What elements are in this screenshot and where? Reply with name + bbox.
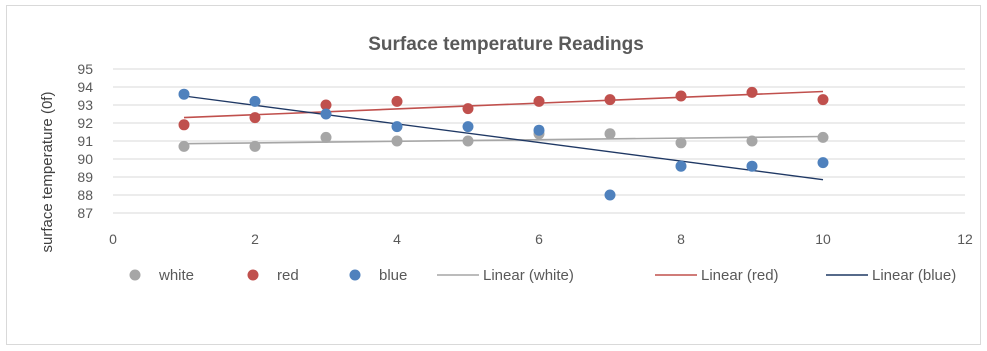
y-tick-label-91: 91 (77, 133, 93, 149)
x-tick-label-12: 12 (957, 231, 973, 247)
point-white-3 (321, 132, 332, 143)
point-blue-5 (463, 121, 474, 132)
y-tick-label-89: 89 (77, 169, 93, 185)
gridlines (113, 69, 965, 213)
legend-label-red: red (277, 267, 299, 284)
legend-marker-blue (350, 270, 361, 281)
point-white-5 (463, 136, 474, 147)
x-tick-label-10: 10 (815, 231, 831, 247)
point-red-9 (747, 87, 758, 98)
y-tick-label-90: 90 (77, 151, 93, 167)
y-tick-label-88: 88 (77, 187, 93, 203)
legend-label-blue: blue (379, 267, 407, 284)
legend-label-linear-blue: Linear (blue) (872, 267, 956, 284)
legend-marker-white (130, 270, 141, 281)
point-blue-8 (676, 161, 687, 172)
x-tick-label-8: 8 (677, 231, 685, 247)
legend-label-linear-red: Linear (red) (701, 267, 779, 284)
legend: white red blue Linear (white) Linear (red) Li… (130, 267, 957, 284)
point-blue-7 (605, 190, 616, 201)
point-white-4 (392, 136, 403, 147)
point-white-8 (676, 137, 687, 148)
x-tick-label-0: 0 (109, 231, 117, 247)
point-blue-3 (321, 109, 332, 120)
point-red-5 (463, 103, 474, 114)
point-blue-9 (747, 161, 758, 172)
point-white-1 (179, 141, 190, 152)
point-red-4 (392, 96, 403, 107)
point-blue-6 (534, 125, 545, 136)
point-red-1 (179, 119, 190, 130)
y-tick-label-95: 95 (77, 61, 93, 77)
x-tick-label-6: 6 (535, 231, 543, 247)
point-white-10 (818, 132, 829, 143)
legend-marker-red (248, 270, 259, 281)
point-red-10 (818, 94, 829, 105)
point-white-7 (605, 128, 616, 139)
point-red-2 (250, 112, 261, 123)
legend-label-white: white (158, 267, 194, 284)
point-red-7 (605, 94, 616, 105)
point-blue-2 (250, 96, 261, 107)
point-blue-10 (818, 157, 829, 168)
y-tick-label-94: 94 (77, 79, 93, 95)
y-axis-ticks: 87 88 89 90 91 92 93 94 95 (77, 61, 93, 221)
x-axis-ticks: 0 2 4 6 8 10 12 (109, 231, 973, 247)
point-white-9 (747, 136, 758, 147)
y-tick-label-87: 87 (77, 205, 93, 221)
point-blue-4 (392, 121, 403, 132)
point-red-6 (534, 96, 545, 107)
point-red-8 (676, 91, 687, 102)
legend-label-linear-white: Linear (white) (483, 267, 574, 284)
y-tick-label-93: 93 (77, 97, 93, 113)
chart-title: Surface temperature Readings (368, 34, 644, 55)
point-white-2 (250, 141, 261, 152)
y-axis-label: surface temperature (0f) (39, 92, 56, 253)
x-tick-label-2: 2 (251, 231, 259, 247)
y-tick-label-92: 92 (77, 115, 93, 131)
x-tick-label-4: 4 (393, 231, 401, 247)
point-blue-1 (179, 89, 190, 100)
